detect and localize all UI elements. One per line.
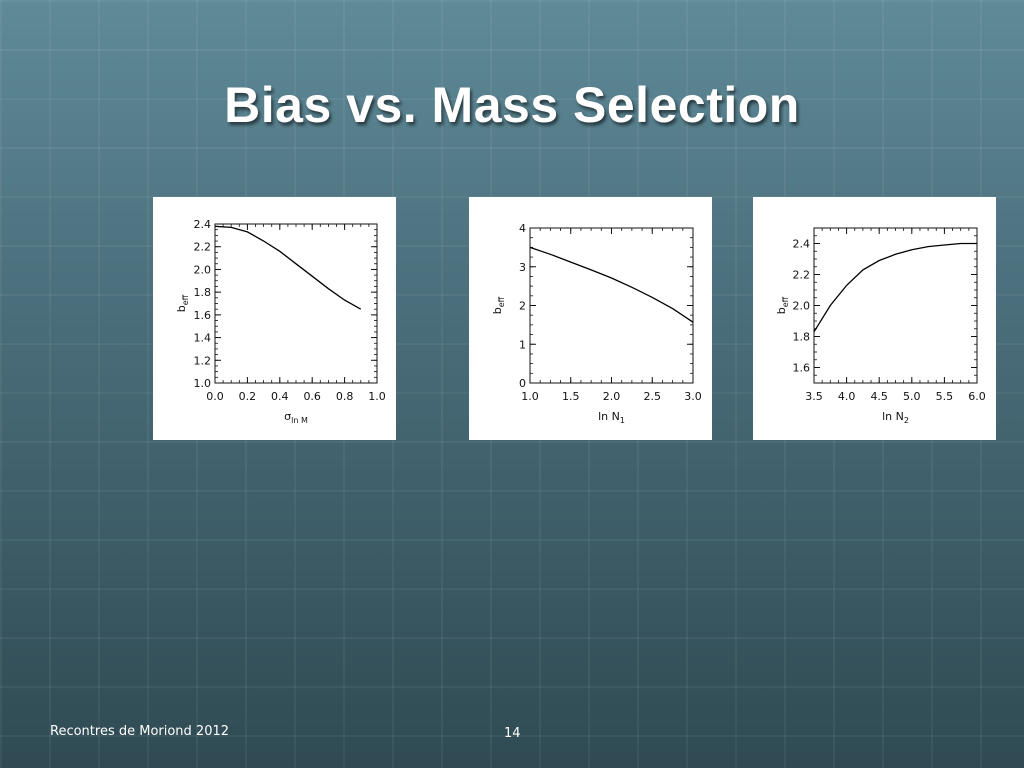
page-number: 14 [504,726,521,741]
y-axis-label-sub: eff [497,296,506,307]
y-tick-label: 3 [519,261,526,274]
y-axis-label: beff [175,294,190,312]
y-tick-label: 1.6 [793,362,811,375]
x-tick-label: 5.5 [936,390,954,403]
x-tick-label: 3.0 [684,390,702,403]
y-tick-label: 1.8 [194,286,212,299]
x-tick-label: 0.4 [271,390,289,403]
x-axis-label-main: ln N [598,410,620,423]
y-axis-label-main: b [491,307,504,314]
y-tick-label: 1.6 [194,309,212,322]
y-axis-label-main: b [175,305,188,312]
y-axis-label: beff [775,296,790,314]
y-axis-label: beff [491,296,506,314]
series-line [214,225,362,310]
x-axis-label: σln M [284,410,308,425]
series-line [813,242,977,333]
x-axis-label-sub: 2 [904,416,909,425]
x-axis-label-sub: ln M [291,416,308,425]
x-tick-label: 0.0 [206,390,224,403]
x-tick-label: 1.5 [562,390,580,403]
y-tick-label: 2.4 [793,238,811,251]
x-tick-label: 0.8 [336,390,354,403]
y-axis-label-main: b [775,307,788,314]
plot-frame [529,227,694,384]
x-tick-label: 1.0 [368,390,386,403]
y-tick-label: 2.2 [194,241,212,254]
x-tick-label: 1.0 [521,390,539,403]
y-axis-label-sub: eff [781,296,790,307]
plot-card-sigma: 0.0 0.2 0.4 0.6 0.8 1.0 1.0 1.2 1.4 1.6 1.8 2.0 2.2 2… [153,197,396,440]
y-tick-label: 2.0 [793,300,811,313]
y-tick-label: 1.4 [194,332,212,345]
x-axis-label: ln N2 [882,410,909,425]
plot-frame [214,223,378,384]
slide-title: Bias vs. Mass Selection [224,77,800,133]
x-tick-label: 5.0 [903,390,921,403]
x-axis-label: ln N1 [598,410,625,425]
x-axis-label-main: σ [284,410,291,423]
plot-frame [813,227,978,384]
x-tick-label: 2.5 [644,390,662,403]
x-tick-label: 0.6 [303,390,321,403]
y-tick-label: 1.2 [194,354,212,367]
y-tick-label: 4 [519,222,526,235]
x-tick-label: 4.0 [838,390,856,403]
series-line [529,246,694,323]
y-tick-label: 2.4 [194,218,212,231]
plot-card-lnN2: 3.5 4.0 4.5 5.0 5.5 6.0 1.6 1.8 2.0 2.2 2.4 ln N2 be… [753,197,996,440]
x-tick-label: 3.5 [805,390,823,403]
y-tick-label: 1.8 [793,331,811,344]
y-tick-label: 2.2 [793,269,811,282]
y-tick-label: 1 [519,338,526,351]
x-axis-label-sub: 1 [620,416,625,425]
y-tick-label: 0 [519,377,526,390]
footer-conference: Recontres de Moriond 2012 [50,724,230,739]
x-axis-label-main: ln N [882,410,904,423]
chart-bias-vs-lnN2: 3.5 4.0 4.5 5.0 5.5 6.0 1.6 1.8 2.0 2.2 2.4 ln N2 be… [775,227,986,425]
y-tick-label: 2 [519,300,526,313]
chart-bias-vs-sigma: 0.0 0.2 0.4 0.6 0.8 1.0 1.0 1.2 1.4 1.6 1.8 2.0 2.2 2… [175,218,386,425]
y-tick-label: 2.0 [194,263,212,276]
x-tick-label: 6.0 [968,390,986,403]
y-tick-label: 1.0 [194,377,212,390]
x-tick-label: 2.0 [603,390,621,403]
x-tick-label: 4.5 [870,390,888,403]
plot-card-lnN1: 1.0 1.5 2.0 2.5 3.0 0 1 2 3 4 ln N1 beff [469,197,712,440]
x-tick-label: 0.2 [239,390,257,403]
y-axis-label-sub: eff [181,294,190,305]
